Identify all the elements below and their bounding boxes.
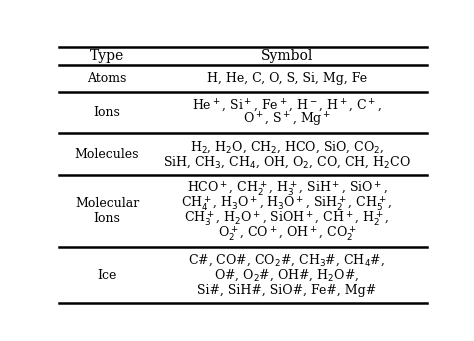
Text: CH$_4^+$, H$_3$O$^+$, H$_3$O$^+$, SiH$_2^+$, CH$_5^+$,: CH$_4^+$, H$_3$O$^+$, H$_3$O$^+$, SiH$_2…: [182, 194, 392, 213]
Text: O#, O$_2$#, OH#, H$_2$O#,: O#, O$_2$#, OH#, H$_2$O#,: [214, 267, 360, 283]
Text: C#, CO#, CO$_2$#, CH$_3$#, CH$_4$#,: C#, CO#, CO$_2$#, CH$_3$#, CH$_4$#,: [189, 253, 385, 268]
Text: HCO$^+$, CH$_2^+$, H$_3^+$, SiH$^+$, SiO$^+$,: HCO$^+$, CH$_2^+$, H$_3^+$, SiH$^+$, SiO…: [187, 179, 387, 198]
Text: O$^+$, S$^+$, Mg$^+$: O$^+$, S$^+$, Mg$^+$: [243, 111, 331, 129]
Text: Si#, SiH#, SiO#, Fe#, Mg#: Si#, SiH#, SiO#, Fe#, Mg#: [197, 283, 377, 297]
Text: Molecular: Molecular: [75, 197, 139, 210]
Text: Ions: Ions: [93, 106, 120, 119]
Text: Molecules: Molecules: [75, 148, 139, 161]
Text: He$^+$, Si$^+$, Fe$^+$, H$^-$, H$^+$, C$^+$,: He$^+$, Si$^+$, Fe$^+$, H$^-$, H$^+$, C$…: [192, 97, 382, 114]
Text: Atoms: Atoms: [87, 72, 127, 85]
Text: H, He, C, O, S, Si, Mg, Fe: H, He, C, O, S, Si, Mg, Fe: [207, 72, 367, 85]
Text: CH$_3^+$, H$_2$O$^+$, SiOH$^+$, CH$^+$, H$_2^+$,: CH$_3^+$, H$_2$O$^+$, SiOH$^+$, CH$^+$, …: [184, 209, 390, 228]
Text: SiH, CH$_3$, CH$_4$, OH, O$_2$, CO, CH, H$_2$CO: SiH, CH$_3$, CH$_4$, OH, O$_2$, CO, CH, …: [163, 154, 411, 169]
Text: Ions: Ions: [93, 212, 120, 225]
Text: Symbol: Symbol: [261, 49, 313, 63]
Text: H$_2$, H$_2$O, CH$_2$, HCO, SiO, CO$_2$,: H$_2$, H$_2$O, CH$_2$, HCO, SiO, CO$_2$,: [190, 139, 384, 154]
Text: Type: Type: [90, 49, 124, 63]
Text: O$_2^+$, CO$^+$, OH$^+$, CO$_2^+$: O$_2^+$, CO$^+$, OH$^+$, CO$_2^+$: [218, 224, 356, 243]
Text: Ice: Ice: [97, 269, 117, 282]
